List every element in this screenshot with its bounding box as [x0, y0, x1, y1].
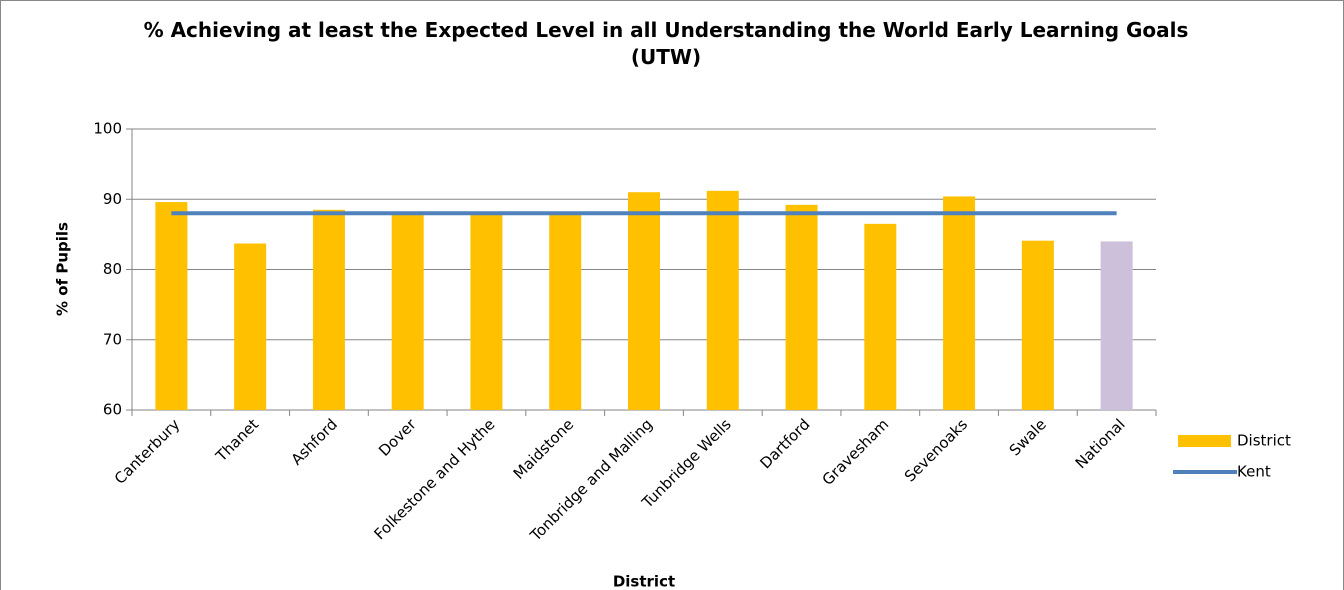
x-tick-label: Ashford: [288, 415, 341, 468]
bar: [864, 223, 897, 410]
bar: [234, 243, 267, 410]
bar: [628, 192, 660, 410]
legend-swatch: [1178, 435, 1231, 447]
bar: [706, 190, 739, 410]
chart-title: % Achieving at least the Expected Level …: [143, 18, 1189, 69]
x-tick-label: National: [1072, 415, 1129, 472]
y-tick-label: 90: [103, 190, 122, 208]
x-tick-label: Dover: [375, 415, 420, 460]
x-tick-label: Swale: [1006, 415, 1050, 459]
x-tick-label: Dartford: [756, 415, 813, 472]
y-tick-label: 100: [93, 120, 122, 138]
x-tick-label: Gravesham: [819, 415, 893, 489]
y-tick-label: 80: [103, 260, 122, 278]
bar: [312, 209, 345, 410]
bar: [1021, 240, 1054, 410]
x-tick-label: Maidstone: [510, 415, 577, 482]
x-tick-label: Canterbury: [111, 415, 184, 488]
bar: [1100, 241, 1133, 410]
y-tick-label: 70: [103, 330, 122, 348]
bar: [391, 213, 424, 410]
bar: [549, 213, 582, 410]
bar: [155, 202, 188, 410]
x-tick-label: Thanet: [212, 415, 263, 466]
x-tick-label: Sevenoaks: [901, 415, 971, 485]
legend-label: District: [1237, 432, 1291, 450]
bar: [470, 213, 503, 410]
x-axis-title: District: [613, 573, 675, 590]
bar: [785, 204, 818, 410]
legend-label: Kent: [1237, 463, 1271, 481]
y-axis-title: % of Pupils: [54, 222, 72, 316]
y-tick-label: 60: [103, 401, 122, 419]
bar: [943, 196, 976, 410]
